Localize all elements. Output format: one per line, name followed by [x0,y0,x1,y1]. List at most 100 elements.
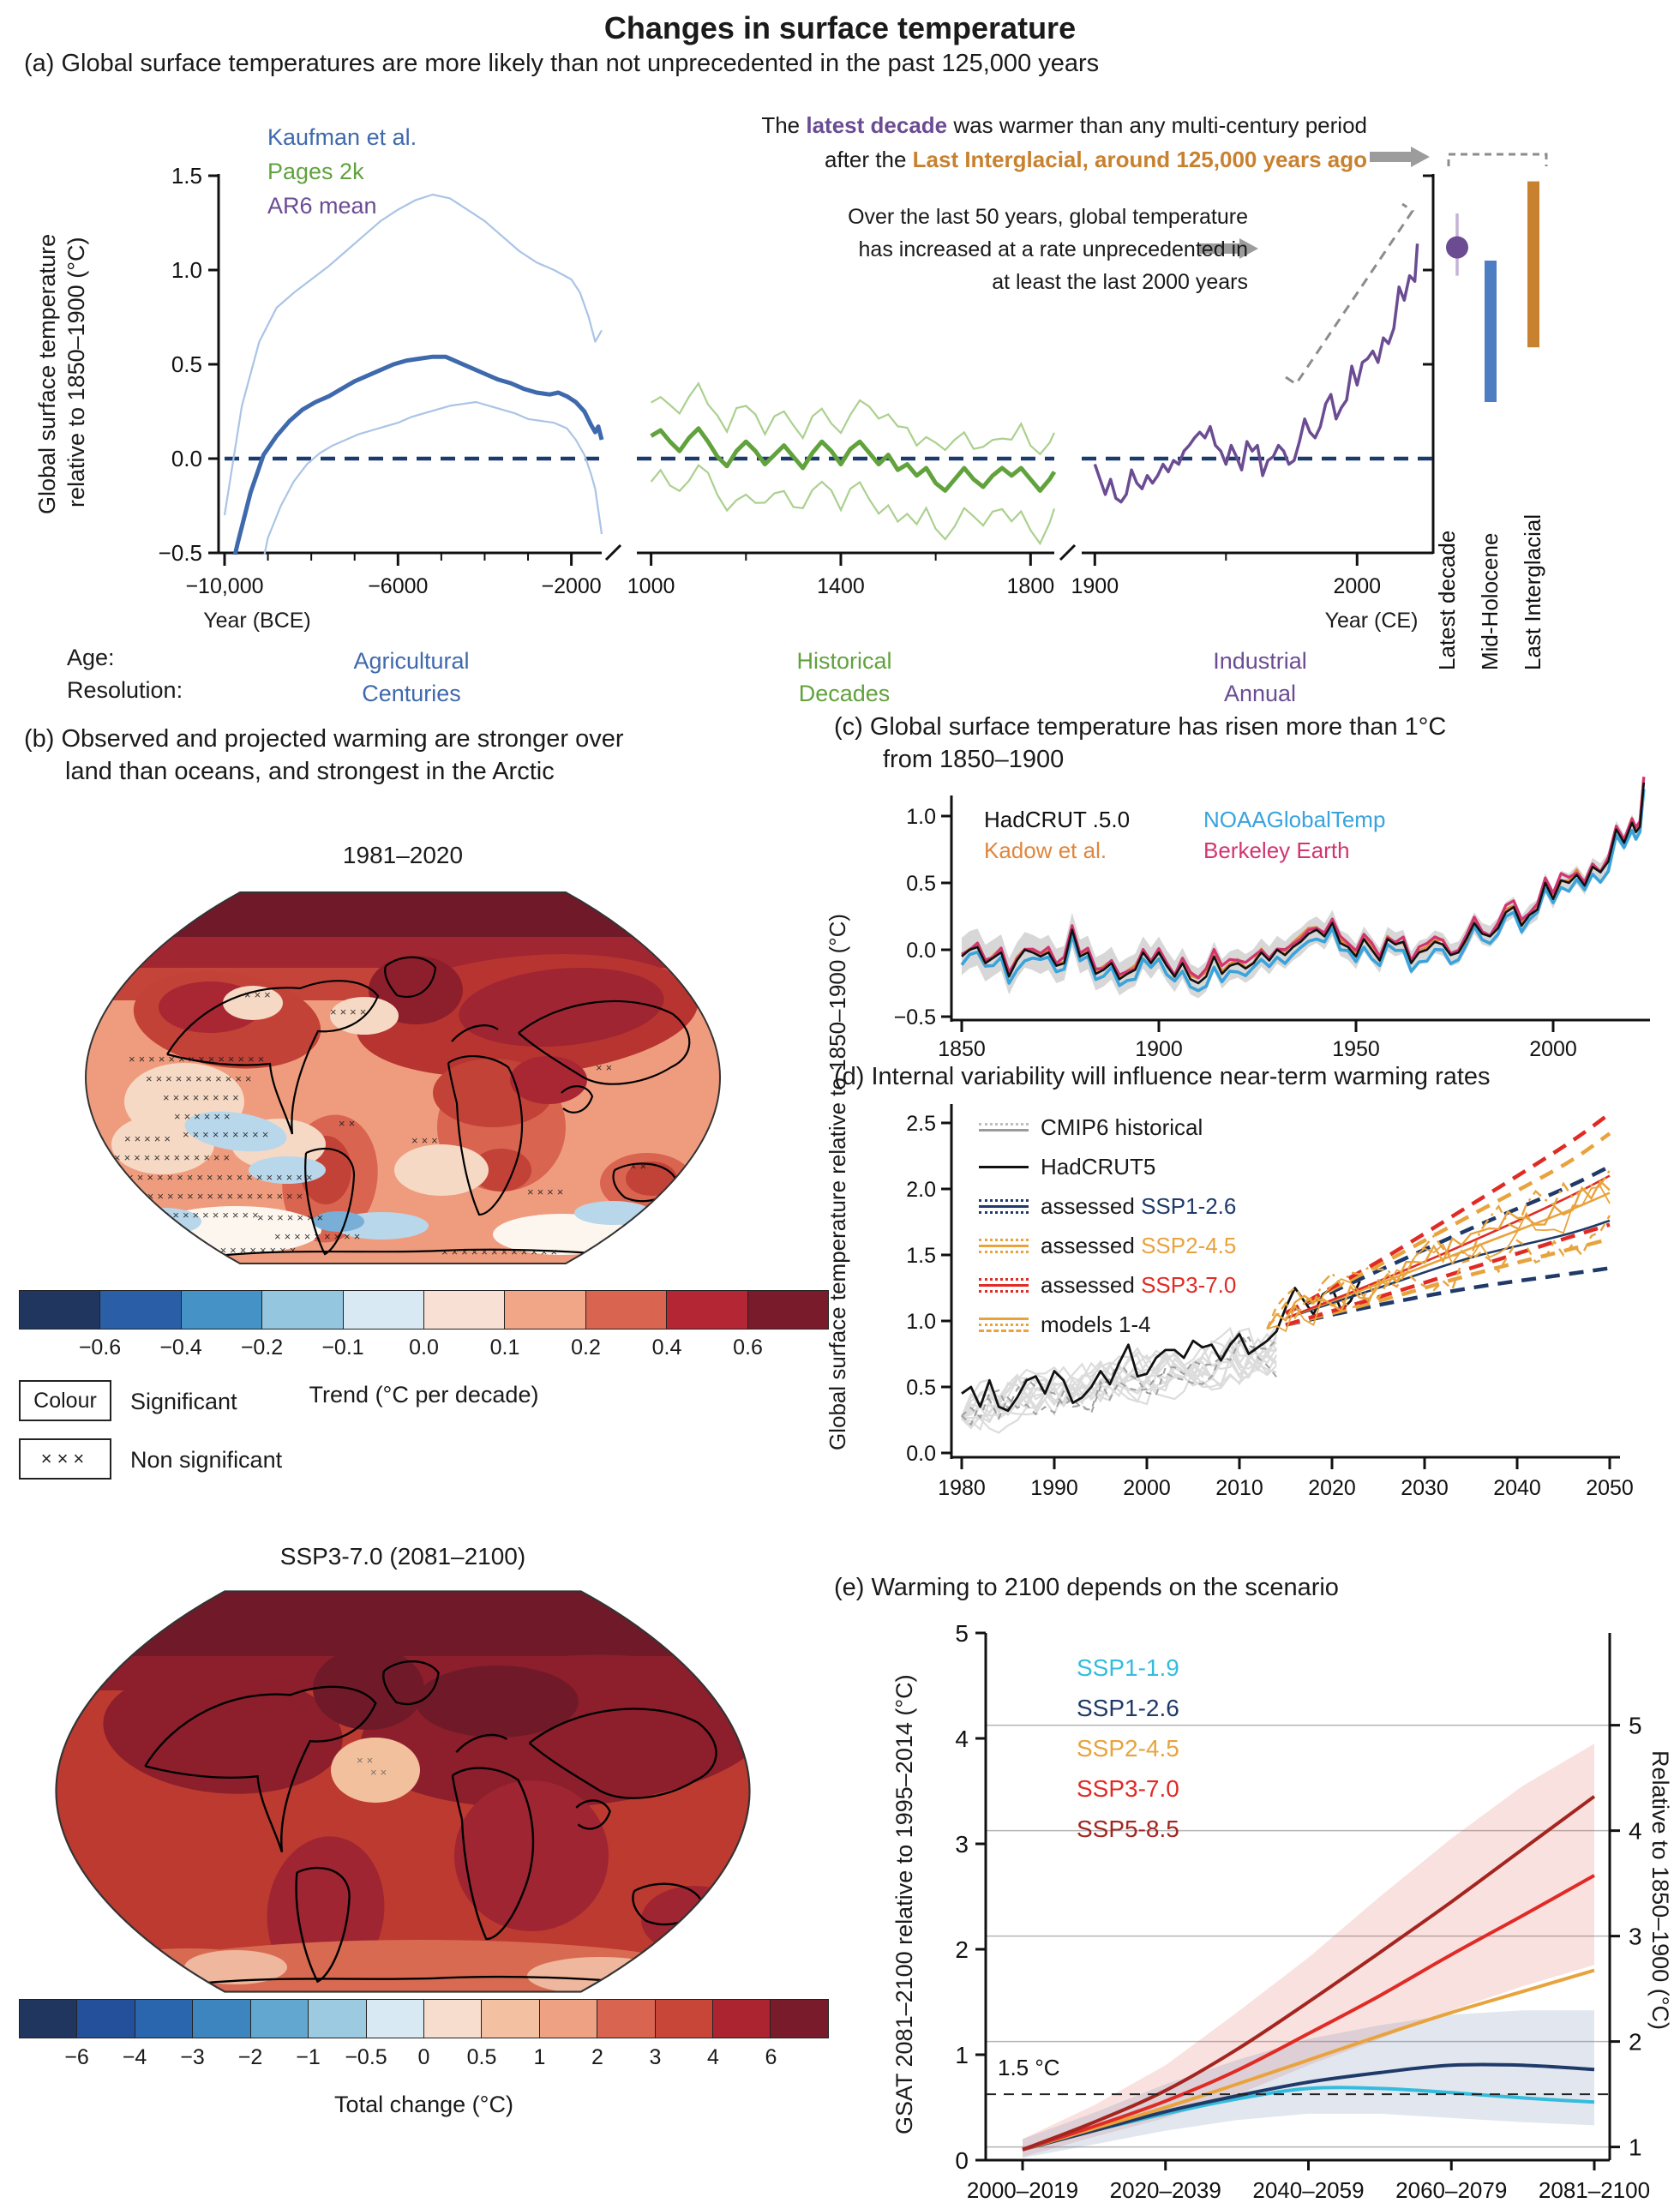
colorbar-cell [343,1291,425,1329]
svg-text:2000–2019: 2000–2019 [967,2177,1078,2203]
colorbar-tick-label: 0.2 [571,1336,601,1360]
colorbar-cell [747,1291,829,1329]
svg-text:0: 0 [955,2147,969,2174]
page-title: Changes in surface temperature [603,10,1077,45]
colorbar-cell [366,2000,424,2038]
legend-item: Kaufman et al. [267,124,417,150]
total-change-colorbar [19,1999,829,2038]
svg-text:2000: 2000 [1123,1476,1171,1500]
colorbar-cell [597,2000,656,2038]
svg-text:×××××××: ××××××× [257,1211,327,1224]
svg-text:2040–2059: 2040–2059 [1252,2177,1364,2203]
colorbar-tick-label: −0.6 [78,1336,122,1360]
colorbar-tick-label: −2 [237,2045,263,2069]
colorbar-cell [423,2000,483,2038]
svg-text:−0.5: −0.5 [159,540,202,566]
colorbar-tick-label: −4 [122,2045,147,2069]
svg-text:2060–2079: 2060–2079 [1395,2177,1507,2203]
colorbar-cell [667,1291,748,1329]
svg-text:×××××: ××××× [647,1211,697,1224]
panel-b-heading-line1: (b) Observed and projected warming are s… [24,725,624,753]
svg-text:1.5 °C: 1.5 °C [998,2055,1060,2080]
svg-text:0.0: 0.0 [906,1442,936,1466]
svg-text:1.0: 1.0 [906,1310,936,1334]
svg-text:×××××××××××××××××××: ××××××××××××××××××× [117,1190,306,1203]
colorbar-tick-label: 4 [707,2045,719,2069]
svg-text:2020–2039: 2020–2039 [1110,2177,1221,2203]
svg-text:×××: ××× [411,1134,441,1147]
panel-e-ylabel-right: Relative to 1850–1900 (°C) [1647,1750,1673,2030]
colorbar-cell [771,2000,828,2038]
era-label: Agricultural Centuries [353,648,470,706]
svg-text:××××××: ×××××× [174,1110,234,1123]
colorbar-cell [20,2000,78,2038]
colorbar-tick-label: 2 [591,2045,603,2069]
svg-text:×××××××: ××××××× [604,1240,674,1253]
panel-c-heading-line1: (c) Global surface temperature has risen… [834,713,1447,741]
colorbar-tick-label: 1 [533,2045,546,2069]
colorbar-cell [181,1291,263,1329]
legend-item: Pages 2k [267,159,364,184]
svg-text:4: 4 [955,1726,969,1752]
legend-item: HadCRUT5 [979,1147,1236,1186]
colorbar-cell [193,2000,251,2038]
svg-text:×××××××××××: ××××××××××× [146,1072,255,1085]
panel-e-heading: (e) Warming to 2100 depends on the scena… [834,1574,1339,1601]
svg-text:1: 1 [955,2042,969,2068]
panel-a-xlabel-bce: Year (BCE) [203,609,311,633]
svg-text:××××: ×××× [527,1186,567,1198]
trend-colorbar-caption: Trend (°C per decade) [309,1382,539,1408]
legend-item: SSP2-4.5 [1077,1735,1179,1762]
age-row-label: Age: [67,645,115,670]
colorbar-cell [585,1291,668,1329]
colorbar-tick-label: 3 [649,2045,662,2069]
svg-text:Mid-Holocene: Mid-Holocene [1477,533,1503,670]
annotation-line-2: after the Last Interglacial, around 125,… [825,147,1367,172]
trend-colorbar [19,1290,829,1330]
svg-text:1.5: 1.5 [171,163,202,189]
svg-text:−0.5: −0.5 [894,1005,936,1029]
colorbar-tick-label: −0.5 [345,2045,387,2069]
colorbar-tick-label: −0.4 [159,1336,202,1360]
svg-text:××××××××××××: ×××××××××××× [441,1246,561,1258]
colorbar-tick-label: 0 [417,2045,430,2069]
svg-text:××: ×× [370,1766,390,1779]
colorbar-cell [424,1291,506,1329]
resolution-row-label: Resolution: [67,677,183,703]
svg-text:×××××××××××××××××××××: ××××××××××××××××××××× [107,1171,315,1184]
svg-text:2030: 2030 [1401,1476,1449,1500]
legend-item: Kadow et al. [984,837,1107,863]
colorbar-tick-label: −6 [64,2045,89,2069]
colorbar-tick-label: −3 [180,2045,205,2069]
svg-text:0.0: 0.0 [171,446,202,471]
svg-text:××××××××: ×××××××× [163,1091,243,1104]
legend-item: CMIP6 historical [979,1108,1236,1147]
colorbar-tick-label: 0.5 [466,2045,497,2069]
colorbar-cell [262,1291,344,1329]
colorbar-cell [482,2000,540,2038]
colorbar-cell [20,1291,101,1329]
legend-item: assessed SSP1-2.6 [979,1186,1236,1226]
significant-colour-box: Colour [19,1380,111,1421]
svg-text:1.0: 1.0 [906,805,936,829]
total-change-colorbar-caption: Total change (°C) [334,2092,513,2117]
svg-text:3: 3 [955,1831,969,1858]
svg-text:1400: 1400 [817,574,865,598]
svg-text:1990: 1990 [1030,1476,1078,1500]
panel-a-annotation-last-50-years: Over the last 50 years, global temperatu… [848,205,1248,294]
panel-a-ylabel-line2: relative to 1850–1900 (°C) [63,237,89,507]
colorbar-tick-label: −0.2 [240,1336,284,1360]
svg-text:2020: 2020 [1308,1476,1356,1500]
colorbar-tick-label: 0.1 [489,1336,520,1360]
colorbar-tick-label: 6 [765,2045,777,2069]
svg-text:××: ×× [357,1754,376,1767]
svg-text:×××××: ××××× [124,1132,174,1145]
svg-text:×××××××××××××: ××××××××××××× [133,1209,262,1222]
panel-d-heading: (d) Internal variability will influence … [834,1063,1491,1090]
colorbar-cell [250,2000,309,2038]
panel-b-heading-line2: land than oceans, and strongest in the A… [65,758,555,785]
map2-title: SSP3-7.0 (2081–2100) [279,1543,526,1570]
colorbar-cell [539,2000,598,2038]
legend-item: SSP3-7.0 [1077,1775,1179,1802]
